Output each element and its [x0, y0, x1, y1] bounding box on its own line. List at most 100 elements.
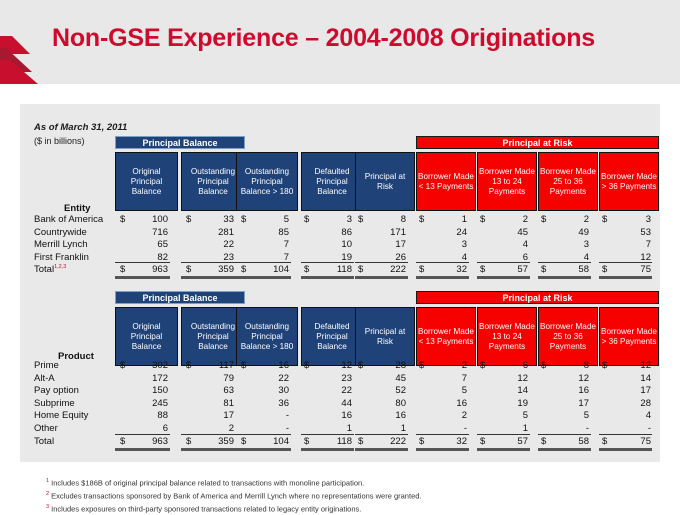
entity-total-currency-symbol: $: [304, 264, 310, 276]
col-header-25-36-entity: Borrower Made 25 to 36 Payments: [538, 152, 598, 211]
footnote-marker: 1: [46, 478, 50, 484]
product-cell: 63: [223, 385, 234, 397]
product-cell: 17: [640, 385, 651, 397]
entity-cell: 716: [152, 226, 168, 238]
row-header-product: Product: [58, 351, 94, 362]
product-cell: 16: [578, 385, 589, 397]
footnote-item: 1 Includes $186B of original principal b…: [46, 476, 646, 489]
product-row-label: Other: [34, 423, 58, 434]
entity-total-rule: [599, 262, 652, 264]
entity-total-cell: 359: [218, 264, 234, 276]
page-title: Non-GSE Experience – 2004-2008 Originati…: [52, 24, 595, 52]
entity-cell: 45: [517, 226, 528, 238]
product-currency-symbol: $: [602, 360, 608, 371]
entity-total-bottom-rule: [181, 276, 236, 280]
product-total-rule: [416, 433, 469, 435]
product-cell: 81: [223, 397, 234, 409]
product-cell: 2: [228, 423, 234, 434]
entity-cell: 7: [283, 239, 289, 251]
col-header-lt13-product: Borrower Made < 13 Payments: [416, 307, 476, 366]
product-cell: 14: [640, 372, 651, 384]
entity-total-cell: 963: [152, 264, 168, 276]
product-total-cell: 963: [152, 435, 168, 447]
entity-total-rule: [477, 262, 530, 264]
entity-currency-symbol: $: [120, 214, 126, 225]
footnote-marker: 2: [46, 491, 50, 497]
product-cell: 1: [346, 423, 352, 434]
product-cell: 8: [583, 360, 589, 371]
product-cell: 23: [341, 372, 352, 384]
product-currency-symbol: $: [186, 360, 192, 371]
col-header-defaulted-pb-entity: Defaulted Principal Balance: [301, 152, 363, 211]
entity-total-currency-symbol: $: [541, 264, 547, 276]
entity-total-rule: [115, 262, 170, 264]
entity-cell: 3: [346, 214, 352, 225]
product-total-bottom-rule: [181, 447, 236, 451]
entity-total-cell: 118: [336, 264, 352, 276]
product-cell: 17: [578, 397, 589, 409]
product-cell: 2: [461, 410, 467, 422]
entity-total-bottom-rule: [301, 276, 354, 280]
product-cell: 30: [278, 385, 289, 397]
product-cell: 6: [162, 423, 168, 434]
banner-divider: [0, 84, 680, 104]
col-header-gt36-product: Borrower Made > 36 Payments: [599, 307, 659, 366]
product-total-rule: [538, 433, 591, 435]
entity-currency-symbol: $: [358, 214, 364, 225]
col-header-13-24-entity: Borrower Made 13 to 24 Payments: [477, 152, 537, 211]
product-cell: 80: [395, 397, 406, 409]
entity-total-cell: 104: [273, 264, 289, 276]
bank-of-america-flag-logo-icon: [0, 34, 56, 86]
col-header-25-36-product: Borrower Made 25 to 36 Payments: [538, 307, 598, 366]
entity-currency-symbol: $: [419, 214, 425, 225]
entity-total-footnote-marks: 1,2,3: [54, 264, 67, 271]
entity-cell: 33: [223, 214, 234, 225]
entity-currency-symbol: $: [541, 214, 547, 225]
entity-cell: 171: [390, 226, 406, 238]
entity-total-bottom-rule: [355, 276, 408, 280]
group-bar-principal-balance-product: Principal Balance: [115, 291, 245, 304]
product-currency-symbol: $: [241, 360, 247, 371]
product-total-rule: [181, 433, 236, 435]
product-row-label: Home Equity: [34, 410, 89, 422]
product-cell: 12: [640, 360, 651, 371]
entity-total-cell: 32: [456, 264, 467, 276]
col-header-13-24-product: Borrower Made 13 to 24 Payments: [477, 307, 537, 366]
product-total-cell: 222: [390, 435, 406, 447]
as-of-date: As of March 31, 2011: [34, 122, 128, 133]
entity-currency-symbol: $: [304, 214, 310, 225]
product-cell: 1: [400, 423, 406, 434]
entity-total-currency-symbol: $: [120, 264, 126, 276]
product-cell: -: [585, 423, 589, 434]
entity-cell: 6: [522, 251, 528, 263]
entity-total-currency-symbol: $: [602, 264, 608, 276]
product-cell: 28: [395, 360, 406, 371]
product-cell: 150: [152, 385, 168, 397]
product-total-currency-symbol: $: [419, 435, 425, 447]
entity-currency-symbol: $: [480, 214, 486, 225]
product-cell: 5: [461, 385, 467, 397]
product-cell: 44: [341, 397, 352, 409]
entity-row-label: Bank of America: [34, 214, 104, 225]
col-header-outst-pb-product: Outstanding Principal Balance: [181, 307, 245, 366]
product-cell: 172: [152, 372, 168, 384]
entity-cell: 2: [583, 214, 589, 225]
entity-cell: 100: [152, 214, 168, 225]
product-row-label: Alt-A: [34, 372, 55, 384]
entity-total-rule: [181, 262, 236, 264]
product-row-label: Pay option: [34, 385, 79, 397]
group-bar-principal-balance-entity: Principal Balance: [115, 136, 245, 149]
entity-total-bottom-rule: [538, 276, 591, 280]
col-header-gt36-entity: Borrower Made > 36 Payments: [599, 152, 659, 211]
entity-total-rule: [355, 262, 408, 264]
col-header-par-entity: Principal at Risk: [355, 152, 415, 211]
product-currency-symbol: $: [304, 360, 310, 371]
product-total-bottom-rule: [477, 447, 530, 451]
entity-cell: 86: [341, 226, 352, 238]
product-cell: -: [647, 423, 651, 434]
entity-cell: 17: [395, 239, 406, 251]
col-header-par-product: Principal at Risk: [355, 307, 415, 366]
entity-total-rule: [301, 262, 354, 264]
product-cell: 45: [395, 372, 406, 384]
product-cell: 16: [341, 410, 352, 422]
